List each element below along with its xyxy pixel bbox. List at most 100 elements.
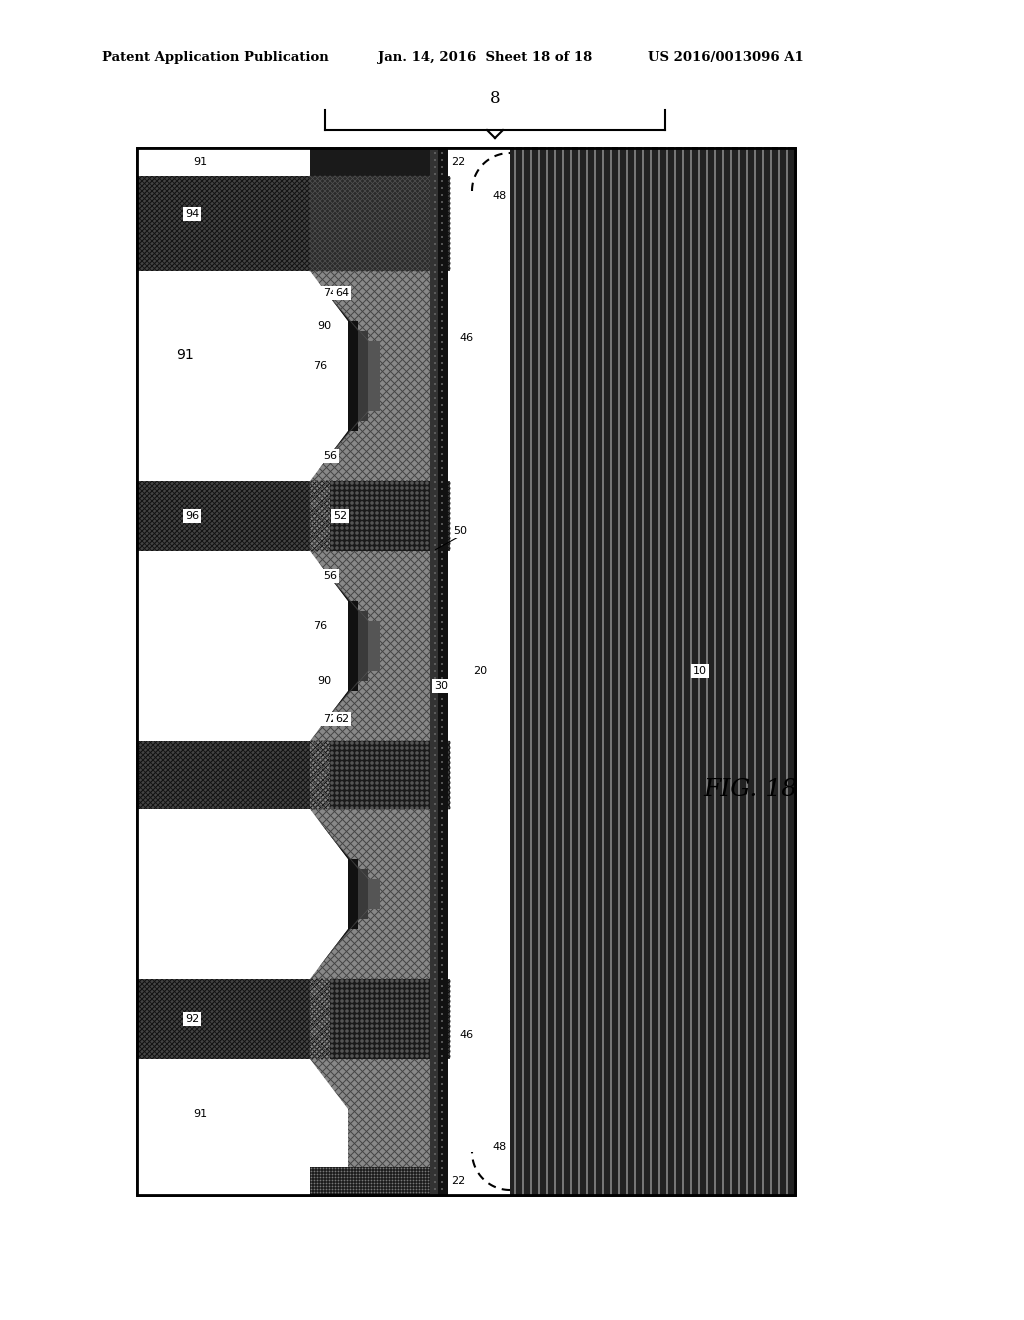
- Circle shape: [368, 1188, 370, 1191]
- Circle shape: [340, 781, 344, 785]
- Circle shape: [355, 521, 358, 525]
- Circle shape: [395, 1034, 398, 1038]
- Circle shape: [380, 1183, 381, 1184]
- Circle shape: [415, 1030, 419, 1032]
- Circle shape: [415, 546, 419, 550]
- Circle shape: [326, 1173, 328, 1175]
- Circle shape: [411, 521, 414, 525]
- Circle shape: [355, 801, 358, 805]
- Circle shape: [390, 541, 394, 545]
- Circle shape: [425, 1034, 429, 1038]
- Text: 50: 50: [453, 525, 467, 536]
- Circle shape: [441, 762, 443, 763]
- Circle shape: [394, 1192, 396, 1193]
- Circle shape: [385, 1039, 389, 1043]
- Circle shape: [420, 807, 424, 809]
- Circle shape: [434, 1167, 436, 1170]
- Bar: [368, 879, 380, 909]
- Circle shape: [332, 1180, 334, 1181]
- Circle shape: [385, 527, 389, 529]
- Circle shape: [441, 432, 443, 434]
- Circle shape: [380, 742, 384, 744]
- Circle shape: [390, 491, 394, 495]
- Circle shape: [391, 1171, 393, 1172]
- Circle shape: [345, 801, 349, 805]
- Circle shape: [425, 751, 429, 755]
- Circle shape: [335, 1055, 339, 1057]
- Circle shape: [420, 1014, 424, 1018]
- Circle shape: [415, 781, 419, 785]
- Circle shape: [345, 1039, 349, 1043]
- Circle shape: [323, 1173, 325, 1175]
- Circle shape: [441, 370, 443, 371]
- Circle shape: [344, 1176, 345, 1179]
- Circle shape: [395, 491, 398, 495]
- Text: 74: 74: [323, 288, 337, 298]
- Circle shape: [416, 1168, 418, 1170]
- Circle shape: [380, 531, 384, 535]
- Circle shape: [434, 440, 436, 441]
- Circle shape: [380, 989, 384, 993]
- Circle shape: [350, 502, 354, 504]
- Circle shape: [371, 742, 374, 744]
- Circle shape: [355, 1039, 358, 1043]
- Circle shape: [360, 999, 364, 1003]
- Circle shape: [385, 1034, 389, 1038]
- Circle shape: [390, 1044, 394, 1048]
- Circle shape: [375, 546, 379, 550]
- Circle shape: [375, 536, 379, 540]
- Circle shape: [441, 880, 443, 882]
- Circle shape: [374, 1171, 376, 1172]
- Circle shape: [329, 1171, 331, 1172]
- Text: 76: 76: [313, 620, 327, 631]
- Circle shape: [350, 1014, 354, 1018]
- Circle shape: [375, 1024, 379, 1028]
- Circle shape: [420, 521, 424, 525]
- Circle shape: [371, 546, 374, 550]
- Circle shape: [425, 762, 429, 764]
- Circle shape: [340, 771, 344, 775]
- Circle shape: [390, 1024, 394, 1028]
- Circle shape: [441, 1181, 443, 1183]
- Circle shape: [371, 999, 374, 1003]
- Circle shape: [406, 1049, 409, 1053]
- Circle shape: [415, 756, 419, 760]
- Bar: [137, 809, 310, 979]
- Circle shape: [377, 1185, 379, 1188]
- Circle shape: [360, 742, 364, 744]
- Circle shape: [386, 1192, 387, 1193]
- Circle shape: [425, 766, 429, 770]
- Circle shape: [385, 771, 389, 775]
- Circle shape: [380, 762, 384, 764]
- Circle shape: [365, 1173, 367, 1175]
- Circle shape: [380, 1019, 384, 1023]
- Circle shape: [441, 572, 443, 574]
- Circle shape: [313, 1176, 315, 1179]
- Circle shape: [338, 1176, 339, 1179]
- Circle shape: [406, 1030, 409, 1032]
- Circle shape: [366, 496, 369, 500]
- Circle shape: [441, 915, 443, 917]
- Circle shape: [441, 222, 443, 224]
- Circle shape: [335, 1185, 337, 1188]
- Circle shape: [329, 1188, 331, 1191]
- Circle shape: [355, 527, 358, 529]
- Circle shape: [441, 180, 443, 182]
- Circle shape: [338, 1173, 339, 1175]
- Circle shape: [371, 994, 374, 998]
- Circle shape: [434, 796, 436, 799]
- Circle shape: [441, 209, 443, 210]
- Circle shape: [434, 292, 436, 294]
- Circle shape: [395, 756, 398, 760]
- Circle shape: [380, 527, 384, 529]
- Circle shape: [441, 236, 443, 238]
- Circle shape: [433, 1183, 435, 1184]
- Text: 52: 52: [333, 511, 347, 521]
- Circle shape: [361, 1176, 364, 1179]
- Circle shape: [400, 511, 403, 515]
- Circle shape: [434, 711, 436, 714]
- Circle shape: [365, 1180, 367, 1181]
- Circle shape: [406, 771, 409, 775]
- Circle shape: [434, 1041, 436, 1043]
- Circle shape: [434, 950, 436, 952]
